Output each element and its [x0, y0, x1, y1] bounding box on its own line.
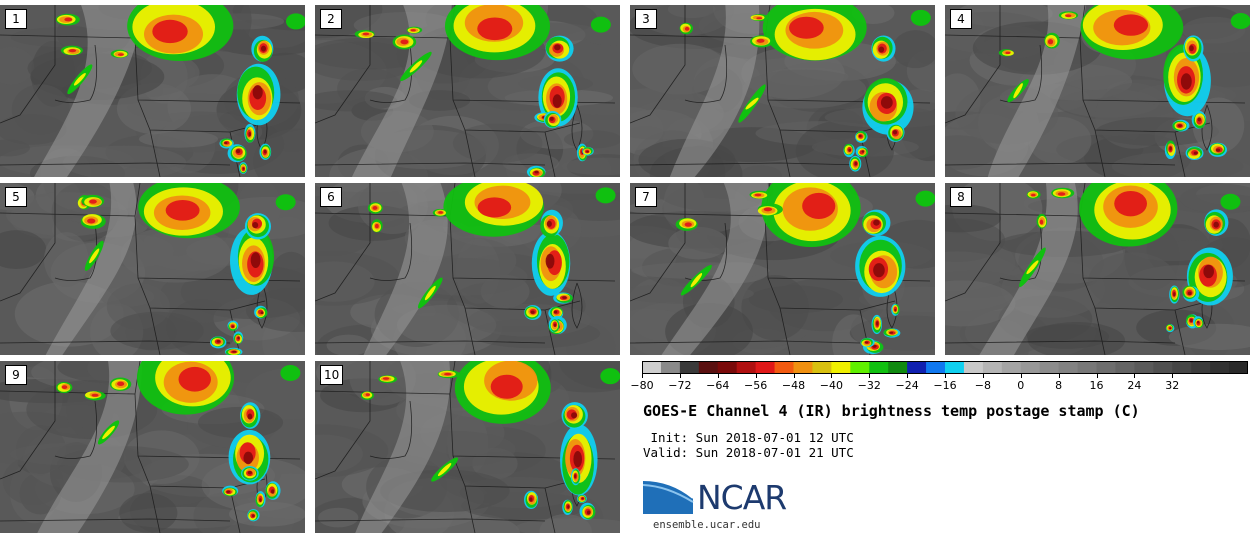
colorbar-tick-label: 0	[1017, 379, 1025, 392]
colorbar-tick-label: −56	[744, 379, 768, 392]
colorbar-tick	[1020, 374, 1022, 378]
ir-panel-6: 6	[315, 183, 620, 355]
ir-panel-3: 3	[630, 5, 935, 177]
colorbar-tick	[717, 374, 719, 378]
colorbar-swatch	[812, 361, 832, 374]
colorbar-swatch	[1115, 361, 1135, 374]
website-url: ensemble.ucar.edu	[653, 519, 761, 531]
colorbar-tick	[982, 374, 984, 378]
colorbar-swatch	[982, 361, 1003, 374]
colorbar-swatch	[963, 361, 984, 374]
panel-number-2: 2	[320, 9, 342, 29]
colorbar-tick-label: −48	[781, 379, 806, 392]
valid-time: Valid: Sun 2018-07-01 21 UTC	[643, 445, 854, 460]
colorbar-swatch	[755, 361, 776, 374]
colorbar-tick	[1172, 374, 1174, 378]
ir-panel-2: 2	[315, 5, 620, 177]
colorbar-tick-label: −40	[819, 379, 843, 392]
colorbar-swatch	[1134, 361, 1154, 374]
colorbar-tick-label: −32	[857, 379, 881, 392]
colorbar-tick-label: 32	[1165, 379, 1180, 392]
panel-number-7: 7	[635, 187, 657, 207]
colorbar-tick-label: 24	[1127, 379, 1142, 392]
panel-number-6: 6	[320, 187, 342, 207]
panel-number-8: 8	[950, 187, 972, 207]
panel-number-9: 9	[5, 365, 27, 385]
colorbar-ticks: −80 −72 −64 −56 −48 −40 −32 −24 −16 −8 0 8 16 24 32	[630, 374, 1248, 394]
colorbar-tick-label: −64	[706, 379, 730, 392]
colorbar-swatch	[793, 361, 813, 374]
colorbar-tick	[907, 374, 909, 378]
colorbar-swatch	[736, 361, 757, 374]
init-time: Init: Sun 2018-07-01 12 UTC	[643, 430, 854, 445]
colorbar-tick	[869, 374, 871, 378]
panel-number-4: 4	[950, 9, 972, 29]
colorbar-tick	[831, 374, 833, 378]
panel-number-5: 5	[5, 187, 27, 207]
colorbar-swatch	[888, 361, 908, 374]
colorbar-tick	[1134, 374, 1136, 378]
colorbar-tick-label: −72	[668, 379, 692, 392]
colorbar-tick	[1058, 374, 1060, 378]
colorbar-swatch	[945, 361, 965, 374]
colorbar-swatch	[1020, 361, 1041, 374]
colorbar-swatch	[1172, 361, 1192, 374]
colorbar-tick	[793, 374, 795, 378]
colorbar-tick-label: −16	[933, 379, 957, 392]
colorbar-swatch	[1058, 361, 1079, 374]
colorbar-swatch	[850, 361, 870, 374]
colorbar-swatch	[1039, 361, 1060, 374]
figure-title: GOES-E Channel 4 (IR) brightness temp po…	[643, 402, 1140, 420]
colorbar-tick-label: 16	[1089, 379, 1104, 392]
ir-panel-10: 10	[315, 361, 620, 533]
colorbar-swatch	[660, 361, 681, 374]
panel-number-1: 1	[5, 9, 27, 29]
colorbar-swatch	[1096, 361, 1116, 374]
ir-panel-8: 8	[945, 183, 1250, 355]
colorbar-tick	[945, 374, 946, 378]
colorbar	[642, 361, 1248, 374]
colorbar-swatch	[1077, 361, 1097, 374]
colorbar-swatch	[907, 361, 927, 374]
colorbar-swatch	[642, 361, 662, 374]
colorbar-tick-label: −24	[895, 379, 919, 392]
colorbar-swatch	[679, 361, 700, 374]
colorbar-tick	[679, 374, 681, 378]
panel-number-10: 10	[320, 365, 344, 385]
colorbar-swatch	[1153, 361, 1173, 374]
colorbar-swatch	[1191, 361, 1211, 374]
panel-number-3: 3	[635, 9, 657, 29]
colorbar-swatch	[926, 361, 946, 374]
ir-panel-9: 9	[0, 361, 305, 533]
colorbar-swatch	[831, 361, 851, 374]
colorbar-tick-label: −80	[630, 379, 654, 392]
colorbar-tick	[642, 374, 643, 378]
colorbar-swatch	[698, 361, 719, 374]
colorbar-swatch	[1001, 361, 1022, 374]
ncar-logo-text: NCAR	[697, 478, 787, 517]
colorbar-tick	[755, 374, 757, 378]
ir-panel-4: 4	[945, 5, 1250, 177]
ncar-logo-icon	[643, 479, 694, 514]
colorbar-tick	[1096, 374, 1098, 378]
ir-panel-7: 7	[630, 183, 935, 355]
ir-panel-1: 1	[0, 5, 305, 177]
ir-panel-5: 5	[0, 183, 305, 355]
colorbar-swatch	[774, 361, 794, 374]
colorbar-swatch	[869, 361, 889, 374]
colorbar-swatch	[1229, 361, 1248, 374]
colorbar-tick-label: −8	[974, 379, 991, 392]
colorbar-swatch	[1210, 361, 1230, 374]
colorbar-tick-label: 8	[1055, 379, 1063, 392]
colorbar-swatch	[717, 361, 738, 374]
